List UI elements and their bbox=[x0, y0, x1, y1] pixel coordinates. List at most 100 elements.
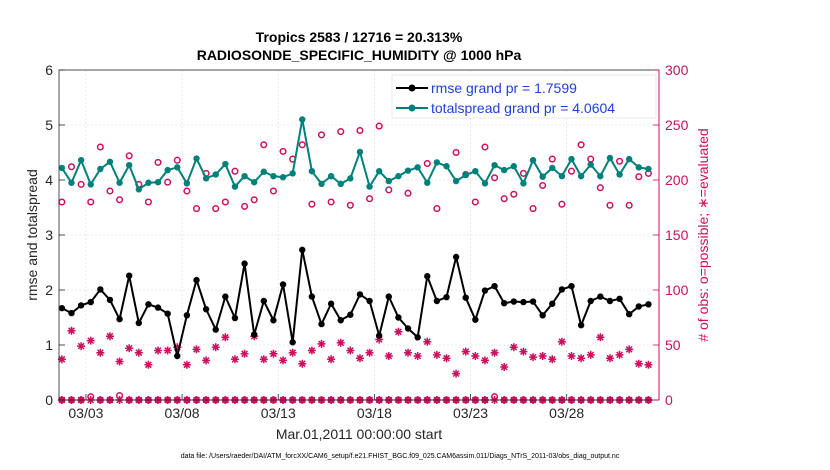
rmse-segment bbox=[137, 303, 150, 324]
totalspread-point bbox=[443, 163, 450, 170]
totalspread-point bbox=[597, 172, 604, 180]
totalspread-point bbox=[174, 164, 181, 171]
obs-possible-point bbox=[77, 180, 85, 188]
totalspread-point bbox=[635, 164, 643, 171]
rmse-point bbox=[183, 312, 191, 319]
rmse-point bbox=[558, 286, 566, 293]
legend-marker-totalspread bbox=[408, 104, 416, 112]
totalspread-point bbox=[414, 164, 421, 171]
rmse-point bbox=[299, 246, 306, 254]
rmse-segment bbox=[243, 263, 256, 335]
obs-evaluated-point bbox=[105, 332, 114, 341]
rmse-point bbox=[289, 339, 296, 346]
totalspread-point bbox=[231, 183, 239, 190]
obs-possible-point bbox=[596, 184, 604, 192]
rmse-segment bbox=[387, 296, 400, 318]
rmse-segment bbox=[455, 256, 467, 298]
obs-evaluated-point bbox=[529, 353, 538, 362]
obs-evaluated-point bbox=[317, 339, 326, 348]
rmse-point bbox=[366, 297, 373, 305]
obs-evaluated-point bbox=[404, 348, 413, 357]
totalspread-series bbox=[58, 116, 652, 193]
totalspread-point bbox=[356, 148, 364, 156]
totalspread-point bbox=[520, 180, 527, 187]
totalspread-point bbox=[587, 161, 594, 168]
x-tick-label: 03/03 bbox=[68, 405, 103, 421]
rmse-point bbox=[68, 309, 75, 317]
rmse-point bbox=[97, 286, 104, 293]
y-left-tick-label: 4 bbox=[45, 172, 53, 188]
chart-title-line2: RADIOSONDE_SPECIFIC_HUMIDITY @ 1000 hPa bbox=[197, 47, 522, 63]
totalspread-point bbox=[558, 172, 566, 180]
obs-evaluated-point bbox=[596, 333, 605, 342]
obs-possible-point bbox=[577, 141, 585, 149]
obs-evaluated-point bbox=[86, 336, 95, 345]
rmse-point bbox=[414, 334, 421, 341]
rmse-segment bbox=[464, 297, 477, 321]
obs-possible-point bbox=[616, 157, 624, 165]
totalspread-point bbox=[433, 159, 441, 166]
totalspread-point bbox=[308, 168, 316, 175]
obs-evaluated-point bbox=[240, 349, 249, 358]
totalspread-point bbox=[645, 165, 652, 173]
totalspread-segment bbox=[512, 165, 525, 184]
rmse-point bbox=[375, 332, 383, 339]
obs-evaluated-point bbox=[346, 346, 355, 355]
chart-title-line1: Tropics 2583 / 12716 = 20.313% bbox=[256, 29, 463, 45]
rmse-segment bbox=[378, 296, 390, 336]
rmse-point bbox=[462, 294, 469, 301]
obs-evaluated-point bbox=[519, 347, 528, 356]
totalspread-point bbox=[327, 172, 335, 180]
x-tick-label: 03/23 bbox=[453, 405, 488, 421]
obs-possible-point bbox=[250, 196, 258, 204]
rmse-point bbox=[539, 312, 546, 319]
totalspread-segment bbox=[301, 119, 313, 172]
obs-evaluated-point bbox=[269, 349, 278, 358]
totalspread-point bbox=[68, 179, 75, 186]
rmse-segment bbox=[185, 279, 198, 316]
obs-evaluated-point bbox=[192, 345, 201, 354]
obs-possible-point bbox=[471, 198, 479, 206]
rmse-segment bbox=[416, 276, 429, 338]
y-left-tick-label: 2 bbox=[45, 282, 53, 298]
totalspread-point bbox=[549, 164, 556, 172]
obs-evaluated-point bbox=[57, 355, 66, 364]
rmse-point bbox=[327, 300, 335, 307]
obs-evaluated-point bbox=[384, 352, 393, 360]
rmse-point bbox=[308, 293, 316, 300]
totalspread-point bbox=[472, 168, 479, 175]
totalspread-point bbox=[58, 164, 66, 172]
obs-possible-point bbox=[241, 202, 249, 210]
obs-possible-point bbox=[164, 178, 172, 186]
totalspread-point bbox=[164, 166, 171, 174]
rmse-segment bbox=[310, 296, 323, 325]
rmse-point bbox=[193, 276, 200, 284]
rmse-segment bbox=[426, 275, 438, 302]
obs-evaluated-point bbox=[279, 356, 288, 365]
totalspread-point bbox=[452, 177, 460, 185]
left-axis-ticks: 0 1 2 3 4 5 6 bbox=[45, 62, 65, 408]
totalspread-segment bbox=[224, 163, 236, 187]
obs-possible-point bbox=[510, 190, 518, 198]
y-axis-left-label: rmse and totalspread bbox=[24, 169, 40, 301]
rmse-point bbox=[318, 320, 325, 328]
x-tick-label: 03/18 bbox=[357, 405, 392, 421]
obs-evaluated-point bbox=[307, 346, 316, 355]
rmse-point bbox=[616, 295, 623, 302]
totalspread-point bbox=[125, 161, 133, 169]
obs-evaluated-point bbox=[115, 357, 124, 366]
obs-possible-point bbox=[481, 143, 489, 151]
obs-evaluated-point bbox=[67, 326, 76, 335]
rmse-point bbox=[491, 282, 498, 290]
rmse-point bbox=[212, 326, 219, 333]
rmse-point bbox=[202, 306, 210, 313]
totalspread-segment bbox=[118, 164, 131, 184]
rmse-segment bbox=[176, 315, 188, 357]
rmse-segment bbox=[205, 308, 217, 331]
obs-possible-point bbox=[606, 201, 614, 209]
x-tick-label: 03/08 bbox=[165, 405, 200, 421]
rmse-point bbox=[395, 314, 402, 321]
legend-label-totalspread: totalspread grand pr = 4.0604 bbox=[431, 100, 615, 116]
obs-possible-point bbox=[183, 187, 191, 195]
legend-box bbox=[391, 74, 657, 119]
